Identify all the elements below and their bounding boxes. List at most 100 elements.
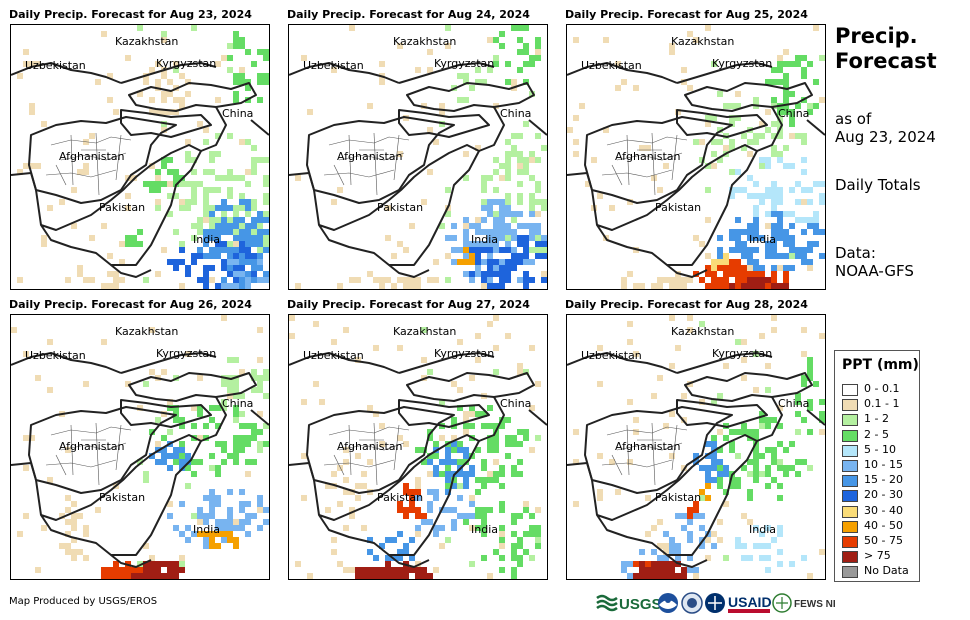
country-border [388,554,430,568]
panel-title: Daily Precip. Forecast for Aug 28, 2024 [565,298,808,311]
country-border [28,406,177,494]
legend-label: 0.1 - 1 [864,397,900,411]
label-kyrgyzstan: Kyrgyzstan [156,347,216,360]
province-line [328,426,410,436]
province-line [671,134,678,181]
country-border [110,554,152,568]
legend-label: 15 - 20 [864,473,903,487]
country-border [478,396,505,442]
label-china: China [222,397,253,410]
country-border [406,82,535,112]
label-kazakhstan: Kazakhstan [115,325,178,338]
label-india: India [193,233,220,246]
province-line [55,164,67,186]
label-india: India [749,523,776,536]
country-border [28,116,177,204]
legend-swatch [842,460,858,472]
precip-map: Kazakhstan Uzbekistan Kyrgyzstan China Afgha… [566,314,826,580]
country-border [250,119,269,136]
country-border [584,406,733,494]
country-border [478,106,505,152]
fews-net-logo: FEWS NET [772,593,846,613]
country-border [128,372,257,402]
province-line [55,454,67,476]
legend-label: No Data [864,564,909,578]
province-line [323,169,395,178]
map-svg: Kazakhstan Uzbekistan Kyrgyzstan China Afgha… [11,25,269,289]
legend-label: 1 - 2 [864,412,889,426]
label-china: China [222,107,253,120]
legend-swatch [842,429,858,442]
province-line [373,132,378,196]
province-line [373,422,378,486]
label-afghanistan: Afghanistan [337,440,403,453]
label-kyrgyzstan: Kyrgyzstan [712,57,772,70]
label-india: India [749,233,776,246]
country-border [756,106,783,152]
fews-net-text: FEWS NET [794,599,835,610]
country-border [110,264,152,278]
legend-label: 40 - 50 [864,518,903,532]
country-border [584,116,733,204]
title-line-1: Precip. [835,24,918,48]
country-border [676,352,773,374]
country-border [128,82,257,112]
country-border [40,144,202,266]
label-kazakhstan: Kazakhstan [393,35,456,48]
as-of-label: as of [835,110,872,128]
label-china: China [778,107,809,120]
panel-title: Daily Precip. Forecast for Aug 24, 2024 [287,8,530,21]
label-kazakhstan: Kazakhstan [393,325,456,338]
label-pakistan: Pakistan [99,201,145,214]
country-border [40,434,202,556]
country-border [11,62,122,84]
title-line-2: Forecast [835,49,937,73]
province-line [333,164,345,186]
province-line [45,169,117,178]
noaa-logo [658,593,678,613]
country-border [120,399,212,428]
country-border [666,554,708,568]
label-kazakhstan: Kazakhstan [671,35,734,48]
legend-label: 0 - 0.1 [864,382,900,395]
label-afghanistan: Afghanistan [615,150,681,163]
country-border [318,434,480,556]
country-border [567,462,598,516]
label-kyrgyzstan: Kyrgyzstan [434,347,494,360]
forecast-panel-1: Daily Precip. Forecast for Aug 23, 2024 … [9,8,270,290]
label-pakistan: Pakistan [99,491,145,504]
map-svg: Kazakhstan Uzbekistan Kyrgyzstan China Afgha… [567,315,825,579]
label-afghanistan: Afghanistan [59,150,125,163]
country-border [11,172,42,226]
precip-map: Kazakhstan Uzbekistan Kyrgyzstan China Afgha… [10,314,270,580]
data-label: Data: [835,244,876,262]
province-line [348,424,352,476]
province-line [70,134,74,186]
precip-map: Kazakhstan Uzbekistan Kyrgyzstan China Afgha… [10,24,270,290]
province-line [626,424,630,476]
precip-map: Kazakhstan Uzbekistan Kyrgyzstan China Afgha… [566,24,826,290]
as-of-block: as of Aug 23, 2024 [835,110,936,146]
usaid-text: USAID [728,594,772,610]
country-border [120,109,212,138]
country-border [676,399,768,428]
country-border [567,62,678,84]
province-line [601,459,673,468]
label-china: China [500,397,531,410]
province-line [651,422,656,486]
legend-label: 30 - 40 [864,503,903,517]
province-line [393,134,400,181]
label-uzbekistan: Uzbekistan [581,349,642,362]
agency-logos: USGS USAID FEWS NET [595,590,846,616]
country-border [318,144,480,266]
precip-field [567,25,825,289]
province-line [611,164,623,186]
country-border [806,119,825,136]
data-source-block: Data: NOAA-GFS [835,244,914,280]
province-line [60,152,127,161]
data-source: NOAA-GFS [835,262,914,280]
map-svg: Kazakhstan Uzbekistan Kyrgyzstan China Afgha… [11,315,269,579]
country-border [596,144,758,266]
country-border [806,409,825,426]
